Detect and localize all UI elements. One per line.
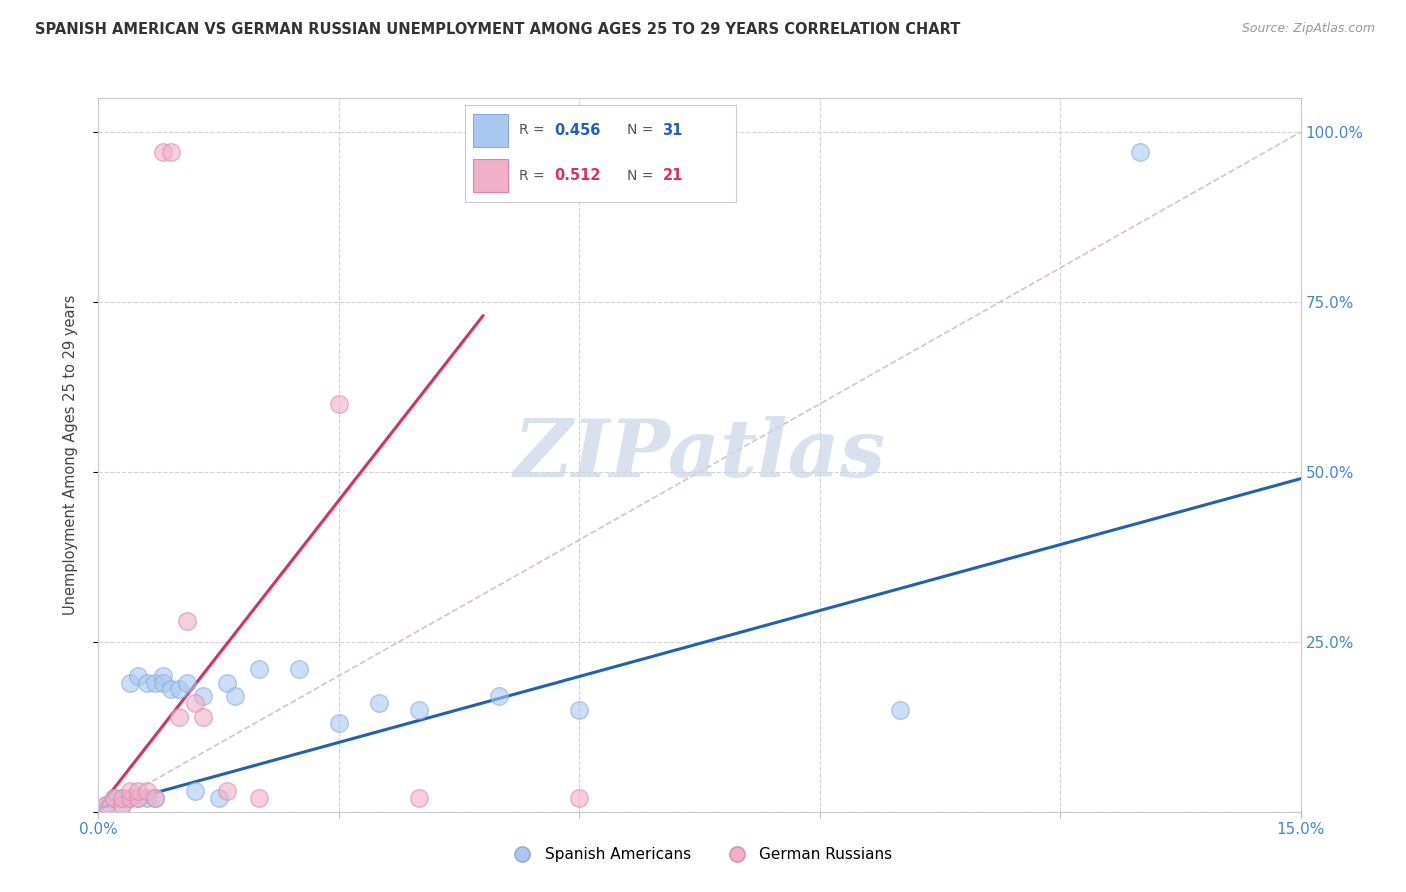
Point xyxy=(328,716,350,731)
Point xyxy=(152,145,174,160)
Point xyxy=(120,675,142,690)
Point xyxy=(568,703,591,717)
Point xyxy=(889,703,911,717)
Point xyxy=(143,791,166,805)
Point xyxy=(208,791,231,805)
Text: ZIPatlas: ZIPatlas xyxy=(513,417,886,493)
Point xyxy=(408,791,430,805)
Point xyxy=(191,689,214,703)
Point xyxy=(247,791,270,805)
Point xyxy=(328,397,350,411)
Point xyxy=(111,797,134,812)
Point xyxy=(128,791,150,805)
Point xyxy=(176,675,198,690)
Point xyxy=(191,709,214,723)
Point xyxy=(96,797,118,812)
Point xyxy=(183,784,205,798)
Point xyxy=(159,682,181,697)
Point xyxy=(368,696,391,710)
Point xyxy=(167,682,190,697)
Point xyxy=(143,675,166,690)
Point xyxy=(224,689,246,703)
Point xyxy=(215,784,238,798)
Point xyxy=(143,791,166,805)
Point xyxy=(135,675,157,690)
Point xyxy=(96,797,118,812)
Point xyxy=(167,709,190,723)
Point xyxy=(135,791,157,805)
Legend: Spanish Americans, German Russians: Spanish Americans, German Russians xyxy=(501,841,898,868)
Point xyxy=(120,791,142,805)
Point xyxy=(128,669,150,683)
Point xyxy=(103,791,125,805)
Point xyxy=(120,791,142,805)
Point xyxy=(152,669,174,683)
Point xyxy=(568,791,591,805)
Point xyxy=(247,662,270,676)
Point xyxy=(103,791,125,805)
Point xyxy=(128,791,150,805)
Text: SPANISH AMERICAN VS GERMAN RUSSIAN UNEMPLOYMENT AMONG AGES 25 TO 29 YEARS CORREL: SPANISH AMERICAN VS GERMAN RUSSIAN UNEMP… xyxy=(35,22,960,37)
Point xyxy=(288,662,311,676)
Point xyxy=(408,703,430,717)
Text: Source: ZipAtlas.com: Source: ZipAtlas.com xyxy=(1241,22,1375,36)
Point xyxy=(183,696,205,710)
Point xyxy=(488,689,510,703)
Point xyxy=(111,791,134,805)
Point xyxy=(135,784,157,798)
Point xyxy=(1129,145,1152,160)
Point xyxy=(120,784,142,798)
Point xyxy=(152,675,174,690)
Point xyxy=(176,615,198,629)
Point xyxy=(111,791,134,805)
Point xyxy=(111,797,134,812)
Point xyxy=(128,784,150,798)
Point xyxy=(159,145,181,160)
Y-axis label: Unemployment Among Ages 25 to 29 years: Unemployment Among Ages 25 to 29 years xyxy=(63,294,77,615)
Point xyxy=(215,675,238,690)
